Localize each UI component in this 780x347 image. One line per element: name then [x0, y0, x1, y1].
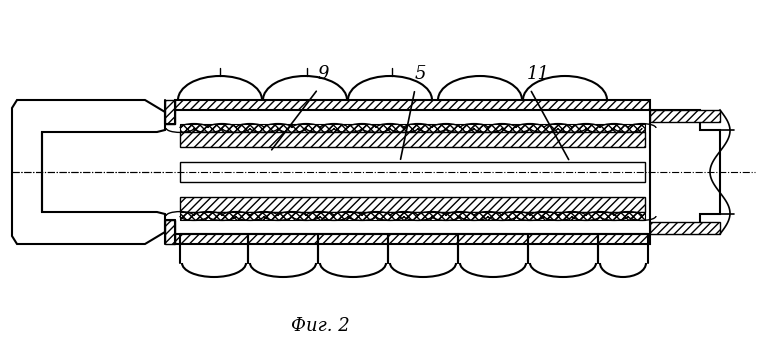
Bar: [650, 110, 720, 122]
Polygon shape: [12, 100, 165, 244]
Text: 11: 11: [526, 65, 549, 83]
Bar: [180, 212, 645, 220]
Bar: [165, 220, 175, 244]
Bar: [650, 222, 720, 234]
Text: 5: 5: [414, 65, 426, 83]
Bar: [165, 100, 175, 124]
Bar: [165, 220, 175, 244]
Polygon shape: [650, 110, 720, 234]
Bar: [180, 124, 645, 132]
Bar: [180, 197, 645, 212]
Bar: [175, 100, 650, 110]
Text: Фиг. 2: Фиг. 2: [291, 317, 349, 335]
Bar: [165, 100, 175, 124]
Bar: [180, 212, 645, 220]
Bar: [175, 234, 650, 244]
Bar: [180, 132, 645, 147]
Bar: [180, 162, 645, 182]
Bar: [180, 124, 645, 132]
Text: 9: 9: [317, 65, 328, 83]
